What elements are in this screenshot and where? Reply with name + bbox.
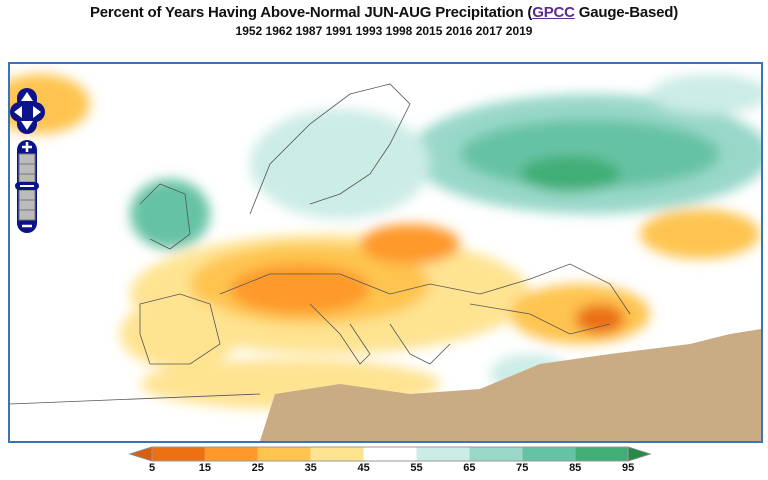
legend-tick-label: 85: [569, 462, 582, 474]
legend-tick-label: 65: [463, 462, 476, 474]
legend-extend-high: [627, 446, 652, 462]
coastlines: [10, 83, 631, 405]
region-orange-east: [640, 209, 760, 259]
arrow-up-icon: [21, 92, 33, 101]
arrow-left-icon: [14, 106, 22, 118]
legend-tick-label: 25: [251, 462, 264, 474]
legend-extend-low: [128, 446, 153, 462]
legend-tick-label: 5: [148, 462, 156, 474]
legend-swatch: [522, 447, 576, 461]
legend-frame: [151, 446, 629, 462]
region-orange-iberia: [120, 299, 240, 369]
legend-swatch: [575, 447, 629, 461]
legend-tick-label: 55: [410, 462, 423, 474]
legend-swatch: [204, 447, 258, 461]
region-green-arctic: [650, 74, 761, 114]
map-title: Percent of Years Having Above-Normal JUN…: [0, 4, 768, 21]
missing-data-africa: [260, 329, 761, 441]
legend-swatch: [416, 447, 470, 461]
arrow-right-icon: [33, 106, 41, 118]
region-dark-orange-europe: [230, 264, 370, 314]
region-green-scandinavia: [250, 109, 430, 219]
title-text: Percent of Years Having Above-Normal JUN…: [89, 4, 533, 21]
zoom-slider-track[interactable]: [18, 153, 36, 221]
legend-swatch: [152, 447, 205, 461]
years-subtitle: 1952 1962 1987 1991 1993 1998 2015 2016 …: [235, 24, 533, 38]
gpcc-link[interactable]: GPCC: [532, 4, 575, 21]
color-legend: [128, 446, 652, 462]
legend-tick-label: 35: [304, 462, 317, 474]
zoom-in-icon[interactable]: [22, 142, 32, 152]
legend-swatch: [257, 447, 311, 461]
legend-swatch: [469, 447, 523, 461]
zoom-handle-line: [20, 185, 34, 187]
legend-swatch: [363, 447, 417, 461]
region-orange-poland: [360, 224, 460, 264]
arrow-down-icon: [21, 121, 33, 130]
region-green-russia-peak: [520, 156, 620, 192]
legend-tick-label: 95: [621, 462, 635, 474]
legend-tick-label: 75: [516, 462, 529, 474]
legend-swatch: [310, 447, 364, 461]
precipitation-map[interactable]: [8, 62, 763, 443]
legend-tick-label: 15: [198, 462, 212, 474]
map-navigation-control: [10, 88, 45, 233]
map-layer: [10, 74, 761, 441]
region-orange-caucasus: [575, 304, 625, 334]
title-suffix: Gauge-Based): [574, 4, 679, 21]
legend-tick-label: 45: [357, 462, 370, 474]
region-green-uk: [130, 179, 210, 249]
